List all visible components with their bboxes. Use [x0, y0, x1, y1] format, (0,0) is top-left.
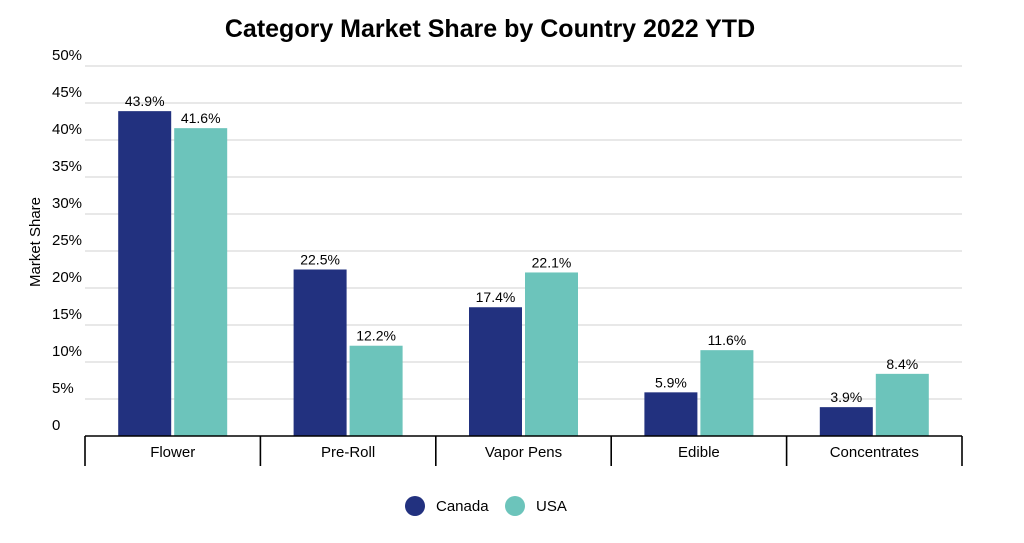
data-label: 3.9%	[830, 389, 862, 405]
y-tick-label: 35%	[52, 158, 82, 175]
y-tick-label: 20%	[52, 269, 82, 286]
y-axis-ticks: 0 5% 10% 15% 20% 25% 30% 35% 40% 45% 50%	[52, 47, 82, 434]
bar-usa-pre-roll	[349, 345, 403, 436]
bar-usa-concentrates	[875, 373, 929, 436]
x-tick-label: Edible	[678, 444, 720, 461]
bar-usa-edible	[700, 350, 754, 436]
data-labels: 43.9% 41.6% 22.5% 12.2% 17.4% 22.1% 5.9% 11.6% 3…	[125, 93, 918, 405]
legend-label-usa: USA	[536, 498, 567, 515]
chart-title: Category Market Share by Country 2022 YT…	[225, 15, 755, 43]
y-tick-label: 50%	[52, 47, 82, 64]
bar-canada-edible	[644, 392, 698, 436]
bar-canada-vapor-pens	[469, 307, 522, 436]
bar-canada-pre-roll	[293, 269, 347, 436]
y-tick-label: 25%	[52, 232, 82, 249]
x-tick-label: Concentrates	[830, 444, 919, 461]
gridlines	[85, 65, 962, 400]
y-tick-label: 30%	[52, 195, 82, 212]
x-tick-label: Pre-Roll	[321, 444, 375, 461]
y-axis-label: Market Share	[27, 197, 44, 287]
legend-swatch-canada	[405, 496, 425, 516]
y-tick-label: 15%	[52, 306, 82, 323]
x-axis: Flower Pre-Roll Vapor Pens Edible Concentrat…	[84, 435, 963, 466]
y-tick-label: 10%	[52, 343, 82, 360]
y-tick-label: 0	[52, 417, 60, 434]
data-label: 22.1%	[532, 254, 572, 270]
y-tick-label: 45%	[52, 84, 82, 101]
legend-swatch-usa	[505, 496, 525, 516]
y-tick-label: 40%	[52, 121, 82, 138]
x-tick-label: Vapor Pens	[485, 444, 562, 461]
bar-usa-vapor-pens	[525, 272, 578, 436]
bars	[118, 111, 929, 436]
data-label: 41.6%	[181, 110, 221, 126]
data-label: 5.9%	[655, 374, 687, 390]
data-label: 22.5%	[300, 252, 340, 268]
x-tick-label: Flower	[150, 444, 195, 461]
data-label: 12.2%	[356, 328, 396, 344]
data-label: 17.4%	[476, 289, 516, 305]
bar-usa-flower	[174, 128, 228, 436]
bar-canada-flower	[118, 111, 172, 436]
y-tick-label: 5%	[52, 380, 74, 397]
legend-label-canada: Canada	[436, 498, 489, 515]
data-label: 8.4%	[886, 356, 918, 372]
bar-canada-concentrates	[819, 407, 873, 436]
legend: Canada USA	[405, 496, 567, 516]
data-label: 43.9%	[125, 93, 165, 109]
data-label: 11.6%	[708, 332, 747, 348]
